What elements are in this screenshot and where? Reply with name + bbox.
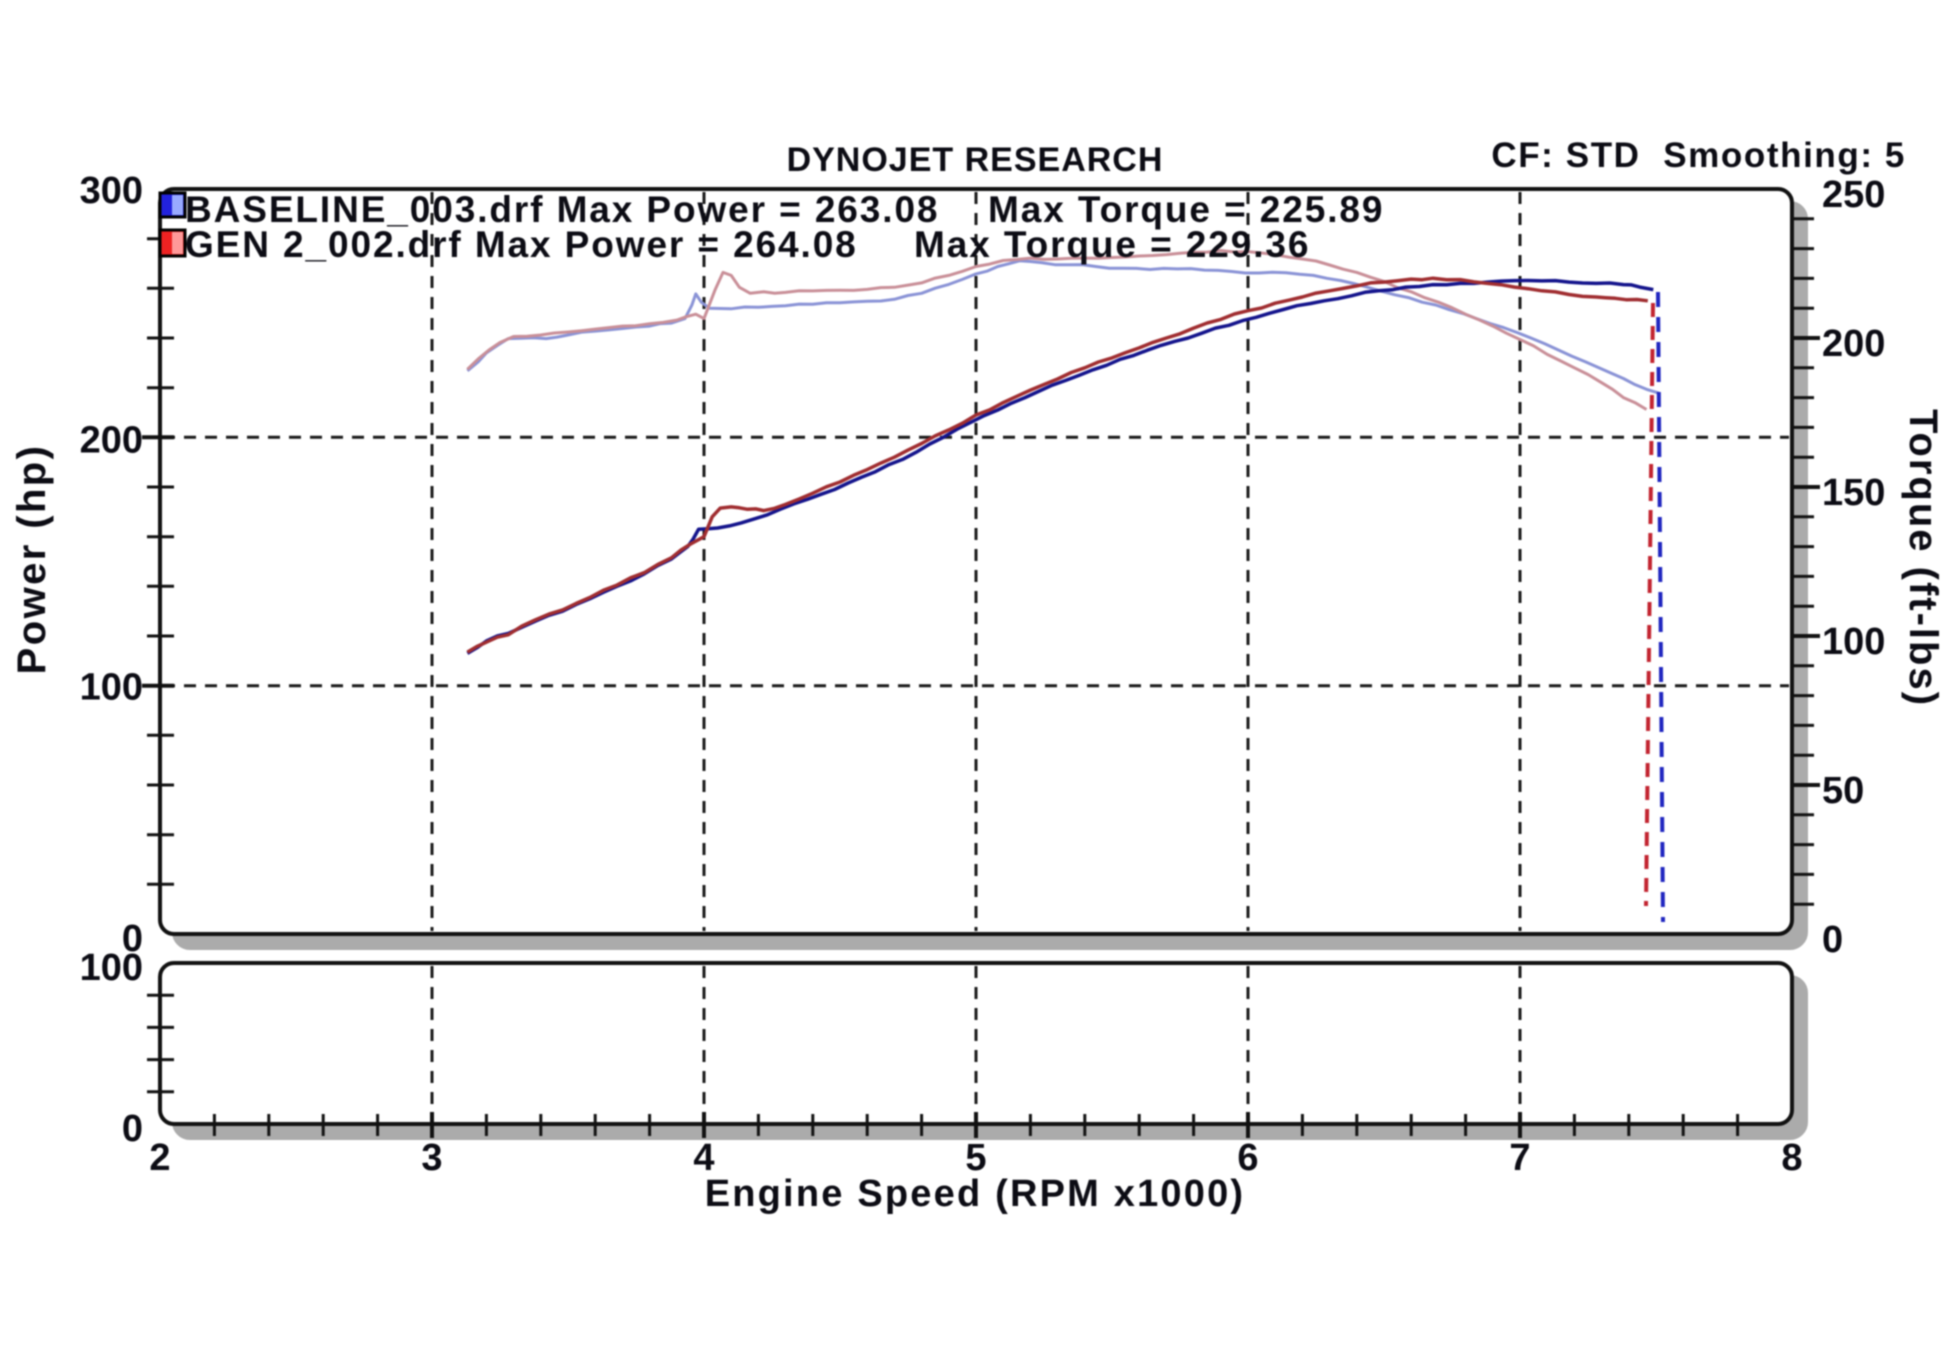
svg-text:250: 250 bbox=[1822, 174, 1885, 216]
svg-text:200: 200 bbox=[80, 419, 143, 461]
svg-text:DYNOJET RESEARCH: DYNOJET RESEARCH bbox=[787, 141, 1164, 179]
svg-text:GEN 2_002.drf Max Power = 264.: GEN 2_002.drf Max Power = 264.08 bbox=[185, 224, 858, 265]
svg-text:4: 4 bbox=[693, 1137, 714, 1179]
svg-text:5: 5 bbox=[965, 1137, 986, 1179]
svg-text:Engine Speed (RPM x1000): Engine Speed (RPM x1000) bbox=[705, 1173, 1246, 1215]
svg-text:100: 100 bbox=[80, 947, 143, 989]
svg-text:0: 0 bbox=[122, 918, 143, 960]
svg-text:6: 6 bbox=[1237, 1137, 1258, 1179]
svg-text:BASELINE_003.drf Max Power = 2: BASELINE_003.drf Max Power = 263.08 bbox=[185, 189, 939, 230]
svg-text:7: 7 bbox=[1509, 1137, 1530, 1179]
svg-text:Max Torque = 225.89: Max Torque = 225.89 bbox=[988, 189, 1384, 230]
svg-text:50: 50 bbox=[1822, 770, 1864, 812]
svg-text:300: 300 bbox=[80, 170, 143, 212]
svg-text:Torque (ft-lbs): Torque (ft-lbs) bbox=[1901, 409, 1945, 707]
svg-text:200: 200 bbox=[1822, 323, 1885, 365]
svg-text:0: 0 bbox=[1822, 919, 1843, 961]
svg-text:Max Torque = 229.36: Max Torque = 229.36 bbox=[914, 224, 1310, 265]
svg-text:150: 150 bbox=[1822, 472, 1885, 514]
svg-text:100: 100 bbox=[80, 667, 143, 709]
svg-text:100: 100 bbox=[1822, 621, 1885, 663]
svg-text:8: 8 bbox=[1781, 1137, 1802, 1179]
svg-text:2: 2 bbox=[149, 1137, 170, 1179]
svg-text:3: 3 bbox=[421, 1137, 442, 1179]
svg-text:Power (hp): Power (hp) bbox=[10, 444, 54, 675]
svg-text:CF: STD Smoothing: 5: CF: STD Smoothing: 5 bbox=[1491, 136, 1906, 175]
svg-text:0: 0 bbox=[122, 1108, 143, 1150]
